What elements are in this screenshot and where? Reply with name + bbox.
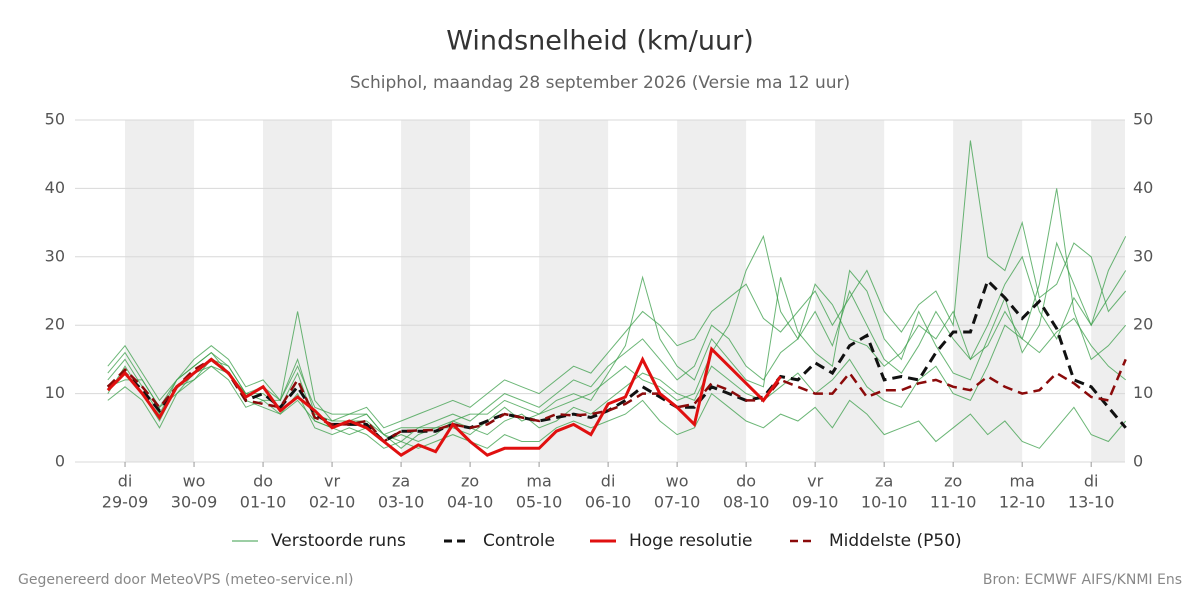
chart-subtitle: Schiphol, maandag 28 september 2026 (Ver…	[350, 73, 850, 93]
x-tick-label: wo	[666, 472, 689, 491]
x-tick-date: 02-10	[309, 493, 356, 512]
credit: Gegenereerd door MeteoVPS (meteo-service…	[18, 572, 353, 588]
x-tick-date: 05-10	[516, 493, 563, 512]
x-tick-label: za	[875, 472, 893, 491]
x-tick-date: 29-09	[102, 493, 149, 512]
day-band	[953, 120, 1023, 462]
x-tick-date: 04-10	[447, 493, 494, 512]
x-tick-label: wo	[183, 472, 206, 491]
x-tick-date: 08-10	[723, 493, 770, 512]
x-tick-label: vr	[324, 472, 340, 491]
chart-title: Windsnelheid (km/uur)	[446, 26, 754, 57]
x-tick-label: do	[736, 472, 756, 491]
x-tick-label: di	[1084, 472, 1099, 491]
ensemble-line	[107, 188, 1127, 443]
y2-tick-label: 10	[1133, 383, 1153, 402]
legend-label: Middelste (P50)	[829, 531, 962, 551]
ensemble-line	[107, 140, 1127, 429]
day-band	[401, 120, 471, 462]
x-tick-date: 13-10	[1068, 493, 1115, 512]
y-tick-label: 50	[45, 110, 65, 129]
x-tick-label: do	[253, 472, 273, 491]
x-tick-date: 10-10	[861, 493, 908, 512]
y2-tick-label: 40	[1133, 178, 1153, 197]
x-tick-label: vr	[807, 472, 823, 491]
y2-tick-label: 0	[1133, 452, 1143, 471]
day-band	[677, 120, 747, 462]
y-tick-label: 10	[45, 383, 65, 402]
x-tick-label: di	[601, 472, 616, 491]
day-band	[1091, 120, 1125, 462]
y2-tick-label: 50	[1133, 110, 1153, 129]
y2-tick-label: 30	[1133, 246, 1153, 265]
series-line	[106, 346, 782, 458]
day-band	[263, 120, 333, 462]
y-tick-label: 20	[45, 315, 65, 334]
x-tick-date: 12-10	[999, 493, 1046, 512]
y2-tick-label: 20	[1133, 315, 1153, 334]
x-tick-date: 03-10	[378, 493, 425, 512]
x-tick-label: za	[392, 472, 410, 491]
legend-label: Verstoorde runs	[271, 531, 406, 551]
y-tick-label: 40	[45, 178, 65, 197]
x-tick-date: 09-10	[792, 493, 839, 512]
x-tick-date: 07-10	[654, 493, 701, 512]
y-tick-label: 30	[45, 246, 65, 265]
x-tick-date: 01-10	[240, 493, 287, 512]
x-tick-date: 11-10	[930, 493, 977, 512]
x-tick-label: ma	[526, 472, 551, 491]
source: Bron: ECMWF AIFS/KNMI Ens	[983, 572, 1182, 588]
x-tick-date: 30-09	[171, 493, 218, 512]
x-tick-label: ma	[1009, 472, 1034, 491]
y-tick-label: 0	[55, 452, 65, 471]
ensemble-line	[107, 365, 1127, 449]
x-tick-label: zo	[461, 472, 479, 491]
x-tick-label: di	[118, 472, 133, 491]
series-line	[106, 277, 1127, 444]
ensemble-line	[107, 234, 1127, 436]
day-band	[539, 120, 609, 462]
day-band	[125, 120, 195, 462]
x-tick-date: 06-10	[585, 493, 632, 512]
x-tick-label: zo	[944, 472, 962, 491]
legend-label: Controle	[483, 531, 555, 551]
ensemble-line	[107, 241, 1127, 449]
legend-label: Hoge resolutie	[629, 531, 753, 551]
